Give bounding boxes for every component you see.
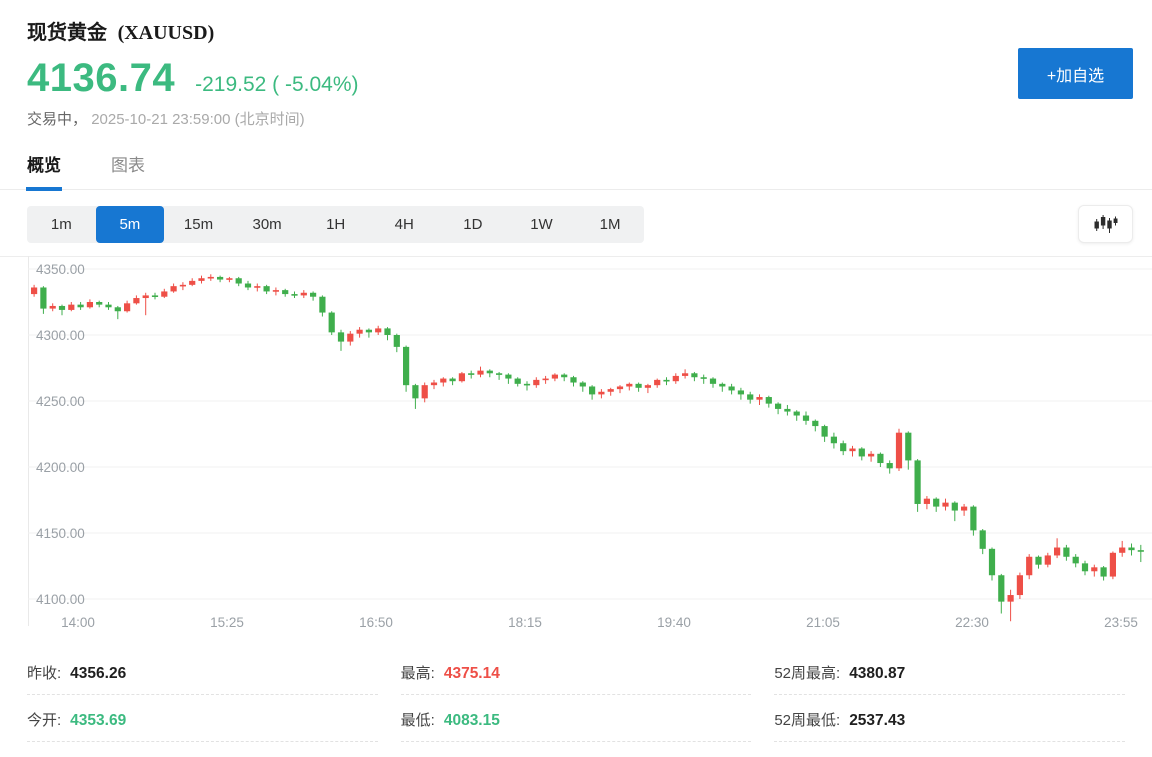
x-axis-label: 16:50 xyxy=(359,615,393,630)
stats-grid: 昨收: 4356.26 最高: 4375.14 52周最高: 4380.87 今开: 4353… xyxy=(27,648,1125,742)
stat-item: 今开: 4353.69 xyxy=(27,695,378,742)
candlestick-chart[interactable]: 4350.00 4300.00 4250.00 4200.00 4150.00 4100.… xyxy=(0,256,1152,638)
x-axis-label: 19:40 xyxy=(657,615,691,630)
y-axis-label: 4350.00 xyxy=(36,262,85,277)
stat-label: 昨收: xyxy=(27,665,62,682)
header: 现货黄金 (XAUUSD) 4136.74 -219.52 ( -5.04%) … xyxy=(0,0,1152,129)
chart-toolbar: 1m 5m 15m 30m 1H 4H 1D 1W 1M xyxy=(27,205,1133,243)
tab-bar: 概览 图表 xyxy=(0,151,1152,191)
stat-value: 4380.87 xyxy=(849,665,906,682)
stat-value: 2537.43 xyxy=(849,712,906,729)
stat-value: 4356.26 xyxy=(70,665,127,682)
stat-item: 最低: 4083.15 xyxy=(400,695,752,742)
timeframe-5m[interactable]: 5m xyxy=(95,205,165,243)
last-price: 4136.74 xyxy=(27,56,176,100)
chart-canvas: 4350.00 4300.00 4250.00 4200.00 4150.00 4100.… xyxy=(0,256,1152,630)
stat-label: 最高: xyxy=(400,665,435,682)
price-change: -219.52 ( -5.04%) xyxy=(195,73,359,96)
trading-status: 交易中， xyxy=(27,111,88,128)
stat-value: 4353.69 xyxy=(70,712,127,729)
quote-timestamp: 2025-10-21 23:59:00 (北京时间) xyxy=(91,111,305,128)
x-axis-label: 21:05 xyxy=(806,615,840,630)
timeframe-1M[interactable]: 1M xyxy=(576,206,645,243)
y-axis-label: 4250.00 xyxy=(36,394,85,409)
timeframe-1H[interactable]: 1H xyxy=(301,206,370,243)
tab-概览[interactable]: 概览 xyxy=(26,151,62,191)
timeframe-30m[interactable]: 30m xyxy=(233,206,302,243)
tab-图表[interactable]: 图表 xyxy=(111,156,145,175)
y-axis-label: 4200.00 xyxy=(36,460,85,475)
add-watchlist-button[interactable]: +加自选 xyxy=(1018,48,1133,99)
y-axis-label: 4300.00 xyxy=(36,328,85,343)
timeframe-1D[interactable]: 1D xyxy=(439,206,508,243)
stat-item: 52周最高: 4380.87 xyxy=(774,648,1125,695)
y-axis-label: 4150.00 xyxy=(36,526,85,541)
stat-label: 最低: xyxy=(400,712,435,729)
status-row: 交易中， 2025-10-21 23:59:00 (北京时间) xyxy=(27,108,1125,129)
candlestick-icon xyxy=(1094,215,1117,233)
price-row: 4136.74 -219.52 ( -5.04%) xyxy=(27,58,1125,98)
x-axis-label: 14:00 xyxy=(61,615,95,630)
stat-label: 今开: xyxy=(27,712,62,729)
timeframe-1W[interactable]: 1W xyxy=(507,206,576,243)
instrument-symbol-text: (XAUUSD) xyxy=(117,22,215,44)
stat-label: 52周最高: xyxy=(774,665,841,682)
x-axis-label: 23:55 xyxy=(1104,615,1138,630)
stat-label: 52周最低: xyxy=(774,712,841,729)
instrument-name: 现货黄金 xyxy=(27,22,107,44)
timeframe-4H[interactable]: 4H xyxy=(370,206,439,243)
page-title: 现货黄金 (XAUUSD) xyxy=(27,16,1125,45)
x-axis-label: 18:15 xyxy=(508,615,542,630)
stat-value: 4083.15 xyxy=(443,712,500,729)
stat-item: 52周最低: 2537.43 xyxy=(774,695,1125,742)
stat-value: 4375.14 xyxy=(443,665,500,682)
timeframe-1m[interactable]: 1m xyxy=(27,206,96,243)
chart-style-button[interactable] xyxy=(1078,205,1133,243)
x-axis-label: 22:30 xyxy=(955,615,989,630)
timeframe-bar: 1m 5m 15m 30m 1H 4H 1D 1W 1M xyxy=(27,205,645,243)
y-axis-label: 4100.00 xyxy=(36,592,85,607)
stat-item: 昨收: 4356.26 xyxy=(27,648,378,695)
x-axis-label: 15:25 xyxy=(210,615,244,630)
stat-item: 最高: 4375.14 xyxy=(400,648,752,695)
timeframe-15m[interactable]: 15m xyxy=(164,206,233,243)
